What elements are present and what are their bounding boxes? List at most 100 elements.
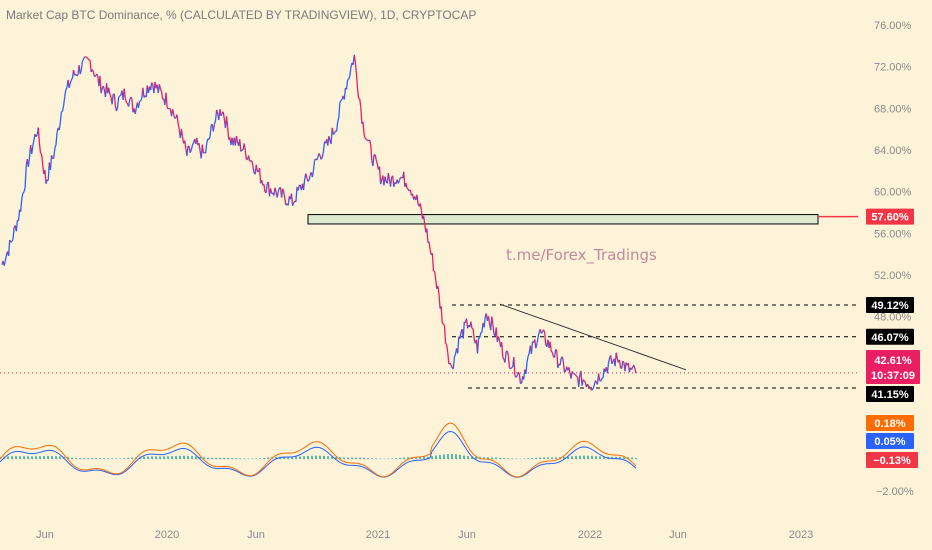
price-segment <box>549 341 552 352</box>
price-segment <box>282 188 285 193</box>
price-segment <box>527 352 530 357</box>
price-segment <box>422 215 426 224</box>
price-segment <box>149 82 153 91</box>
price-segment <box>140 97 143 102</box>
x-tick-label: Jun <box>247 529 265 541</box>
price-segment <box>59 111 63 123</box>
price-segment <box>343 88 347 100</box>
price-segment <box>159 88 163 92</box>
price-segment <box>321 151 325 158</box>
price-segment <box>318 153 321 157</box>
osc-macd-tag: 0.18% <box>866 415 914 431</box>
price-segment <box>542 329 546 333</box>
osc-signal-tag-bg <box>866 433 914 449</box>
last-price-tag: 42.61% 10:37:09 <box>866 350 920 384</box>
price-segment <box>176 114 179 124</box>
price-segment <box>258 168 262 184</box>
price-segment <box>375 159 378 165</box>
osc-macd-tag-bg <box>866 415 914 431</box>
price-segment <box>611 361 614 365</box>
price-segment <box>607 357 611 364</box>
osc-signal-tag-text: 0.05% <box>874 436 905 448</box>
price-segment <box>365 138 368 142</box>
price-segment <box>212 124 216 132</box>
price-segment <box>20 198 23 212</box>
price-segment <box>340 98 343 101</box>
price-segment <box>55 132 58 146</box>
price-segment <box>165 92 168 108</box>
price-segment <box>196 137 199 146</box>
price-segment <box>403 171 406 187</box>
level-tag-46-text: 46.07% <box>871 332 909 344</box>
price-segment <box>302 179 306 191</box>
price-segment <box>69 79 72 84</box>
price-segment <box>618 359 622 369</box>
price-segment <box>573 373 576 376</box>
price-segment <box>54 144 57 149</box>
price-segment <box>550 350 553 353</box>
price-segment <box>568 367 571 374</box>
osc-macd-line <box>0 422 637 478</box>
price-segment <box>280 188 284 198</box>
price-segment <box>3 260 6 266</box>
x-axis-layer: Jun 2020 Jun 2021 Jun 2022 Jun 2023 <box>36 529 813 541</box>
price-segment <box>171 109 175 115</box>
price-segment <box>575 374 578 377</box>
price-segment <box>562 361 566 373</box>
osc-y-tick-label: −2.00% <box>876 486 914 498</box>
price-segment <box>624 362 627 372</box>
level-tag-41-bg <box>866 386 914 402</box>
price-segment <box>559 357 562 366</box>
price-segment <box>409 189 413 196</box>
price-segment <box>251 160 254 166</box>
x-tick-label: Jun <box>36 529 54 541</box>
price-segment <box>7 239 11 257</box>
last-price-value: 42.61% <box>874 355 912 367</box>
price-segment <box>478 337 481 339</box>
price-segment <box>235 135 239 142</box>
price-segment <box>530 341 534 354</box>
price-tags-layer: 57.60% 49.12% 46.07% 41.15% 42.61% 10:37:09 0.… <box>866 208 920 468</box>
price-segment <box>35 134 38 138</box>
price-segment <box>437 285 440 295</box>
price-segment <box>537 332 540 338</box>
price-segment <box>540 331 543 334</box>
price-segment <box>440 306 443 324</box>
price-segment <box>240 149 243 152</box>
level-tag-46: 46.07% <box>866 328 914 345</box>
price-segment <box>102 85 105 90</box>
price-segment <box>80 61 83 71</box>
price-segment <box>487 316 491 324</box>
price-segment <box>322 141 326 153</box>
price-segment <box>517 371 520 374</box>
x-tick-label: 2023 <box>789 529 813 541</box>
price-segment <box>335 121 339 132</box>
price-segment <box>53 148 56 159</box>
price-segment <box>160 91 164 100</box>
price-segment <box>23 187 26 193</box>
price-segment <box>506 350 509 356</box>
osc-signal-tag: 0.05% <box>866 433 914 449</box>
price-segment <box>142 87 145 98</box>
y-tick-label: 76.00% <box>874 20 912 32</box>
price-segment <box>276 191 279 198</box>
price-segment <box>504 351 507 363</box>
oscillator-layer <box>0 422 640 478</box>
price-segment <box>368 139 372 146</box>
price-segment <box>127 99 131 107</box>
osc-hist-tag: −0.13% <box>866 452 918 468</box>
price-segment <box>17 209 21 221</box>
price-segment <box>597 373 601 381</box>
price-segment <box>553 349 557 358</box>
price-segment <box>435 278 438 289</box>
price-segment <box>497 336 501 341</box>
price-segment <box>255 164 259 172</box>
y-tick-label: 72.00% <box>874 62 912 74</box>
price-segment <box>166 107 169 110</box>
price-segment <box>591 388 594 391</box>
price-segment <box>24 166 27 188</box>
price-series-layer <box>1 54 637 391</box>
price-segment <box>583 380 586 383</box>
price-segment <box>15 220 19 232</box>
